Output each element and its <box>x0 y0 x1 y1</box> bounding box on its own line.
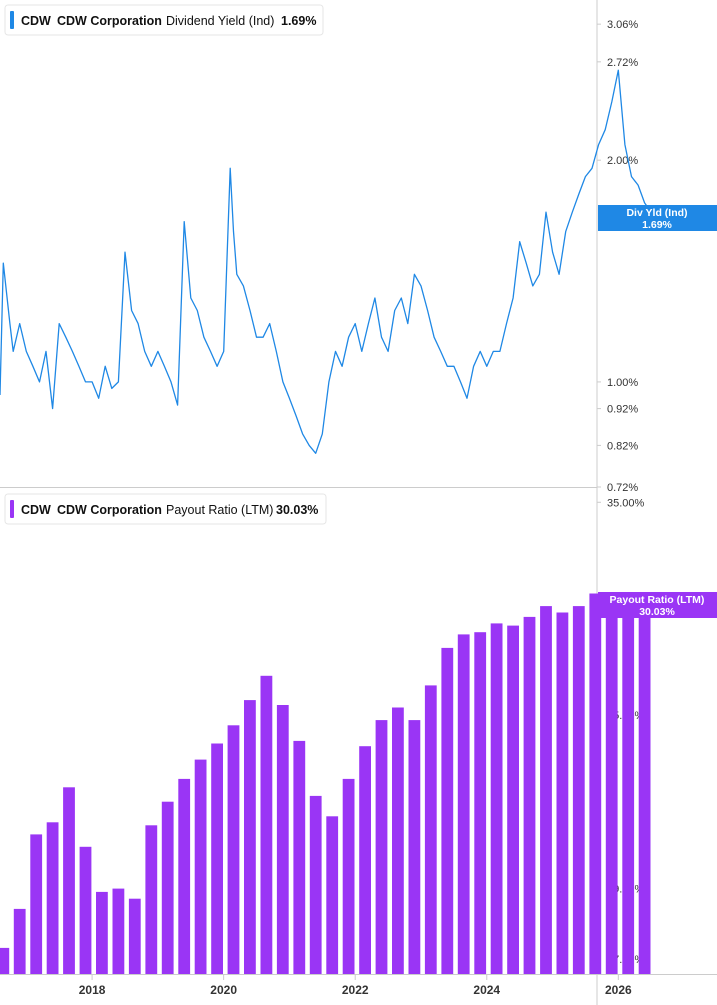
payout-bar <box>211 743 223 974</box>
payout-badge-value: 30.03% <box>639 606 675 618</box>
yield-legend-ticker: CDW <box>21 14 51 28</box>
yield-y-tick-label: 0.72% <box>607 482 638 494</box>
payout-bar <box>145 825 158 974</box>
yield-badge-bg <box>598 205 717 231</box>
payout-bar <box>178 778 191 974</box>
payout-bar <box>309 795 322 974</box>
payout-bar <box>96 891 108 974</box>
payout-panel: 35.00%25.00%19.00%17.00% <box>0 497 651 974</box>
payout-value-badge: Payout Ratio (LTM) 30.03% <box>598 592 717 618</box>
payout-bar <box>13 908 26 974</box>
x-axis: 2018 2020 2022 2024 2026 <box>79 975 632 997</box>
payout-bar <box>490 623 503 974</box>
yield-series-line <box>0 69 662 454</box>
x-tick-label: 2022 <box>342 983 369 997</box>
yield-legend-metric: Dividend Yield (Ind) <box>166 14 274 28</box>
yield-legend-company: CDW Corporation <box>57 14 162 28</box>
payout-bar <box>112 888 125 974</box>
yield-y-tick-label: 3.06% <box>607 19 638 31</box>
x-tick-label: 2018 <box>79 983 106 997</box>
x-tick-label: 2026 <box>605 983 632 997</box>
yield-y-tick-label: 1.00% <box>607 377 638 389</box>
payout-bar <box>474 632 487 974</box>
payout-bar <box>408 720 421 974</box>
yield-badge-value: 1.69% <box>642 219 672 231</box>
payout-legend-ticker: CDW <box>21 503 51 517</box>
payout-bar <box>342 778 355 974</box>
payout-legend-company: CDW Corporation <box>57 503 162 517</box>
payout-bar <box>46 822 59 974</box>
payout-bar <box>375 720 388 974</box>
payout-bar <box>507 625 519 974</box>
payout-bar <box>589 593 602 974</box>
yield-y-tick-label: 2.00% <box>607 155 638 167</box>
payout-y-tick-label: 35.00% <box>607 497 645 509</box>
payout-legend-metric: Payout Ratio (LTM) <box>166 503 273 517</box>
yield-y-tick-label: 2.72% <box>607 57 638 69</box>
yield-legend-value: 1.69% <box>281 14 316 28</box>
payout-bar <box>359 746 371 974</box>
payout-bar <box>605 606 618 974</box>
payout-bar <box>293 740 306 974</box>
payout-badge-label: Payout Ratio (LTM) <box>610 594 705 606</box>
x-tick-label: 2024 <box>473 983 500 997</box>
yield-legend: CDW CDW Corporation Dividend Yield (Ind)… <box>4 4 324 36</box>
x-tick-label: 2020 <box>210 983 237 997</box>
payout-bar <box>30 834 43 974</box>
yield-legend-swatch <box>10 11 14 29</box>
payout-legend: CDW CDW Corporation Payout Ratio (LTM) 3… <box>4 493 327 525</box>
payout-bar <box>63 787 75 974</box>
payout-bar <box>128 898 141 974</box>
payout-bar <box>161 801 174 974</box>
yield-y-tick-label: 0.82% <box>607 440 638 452</box>
payout-bar <box>457 634 470 974</box>
yield-panel: 3.06% 2.72% 2.00% 1.00% 0.92% 0.82% 0.72% <box>0 19 662 494</box>
payout-bar <box>638 616 651 974</box>
payout-bar <box>260 675 273 974</box>
payout-bar <box>540 606 552 974</box>
payout-bar <box>244 700 256 974</box>
yield-value-badge: Div Yld (Ind) 1.69% <box>598 205 717 231</box>
payout-bar <box>572 606 585 974</box>
payout-bar <box>523 616 536 974</box>
payout-bar <box>556 612 569 974</box>
yield-badge-label: Div Yld (Ind) <box>626 207 687 219</box>
payout-legend-value: 30.03% <box>276 503 318 517</box>
payout-bar <box>326 816 339 974</box>
payout-bar <box>392 707 404 974</box>
payout-bar <box>622 612 635 974</box>
payout-bar <box>276 705 289 974</box>
payout-bar <box>441 647 454 974</box>
payout-bar <box>424 685 437 974</box>
payout-bar <box>194 759 207 974</box>
payout-bar <box>227 725 240 974</box>
payout-bar <box>0 947 10 974</box>
payout-badge-bg <box>598 592 717 618</box>
payout-legend-swatch <box>10 500 14 518</box>
yield-y-tick-label: 0.92% <box>607 404 638 416</box>
payout-bar <box>79 846 92 974</box>
